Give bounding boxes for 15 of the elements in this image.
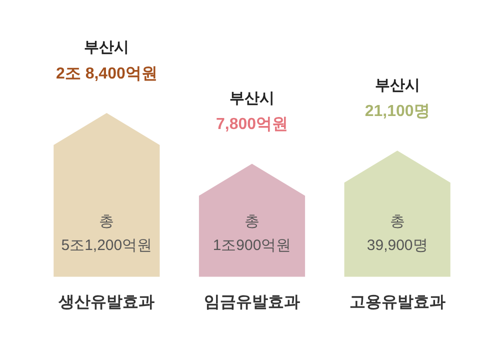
annotation: 39,900명 (366, 237, 428, 254)
annotation: 7,800억원 (216, 116, 288, 134)
x-tick-label: 고용유발효과 (349, 294, 446, 311)
annotation: 5조1,200억원 (61, 237, 152, 254)
annotation: 1조900억원 (212, 237, 292, 254)
text: 2조 8,400억원 (56, 65, 158, 82)
text: 부산시 (230, 90, 274, 107)
annotation: 총 (390, 213, 405, 230)
text: 부산시 (84, 39, 130, 56)
x-tick-label: 생산유발효과 (58, 294, 155, 311)
x-tick-label: 임금유발효과 (204, 294, 300, 311)
annotation: 총 (244, 213, 260, 230)
text: 부산시 (374, 76, 420, 94)
annotation: 총 (99, 213, 114, 230)
annotation: 21,100명 (364, 103, 430, 120)
